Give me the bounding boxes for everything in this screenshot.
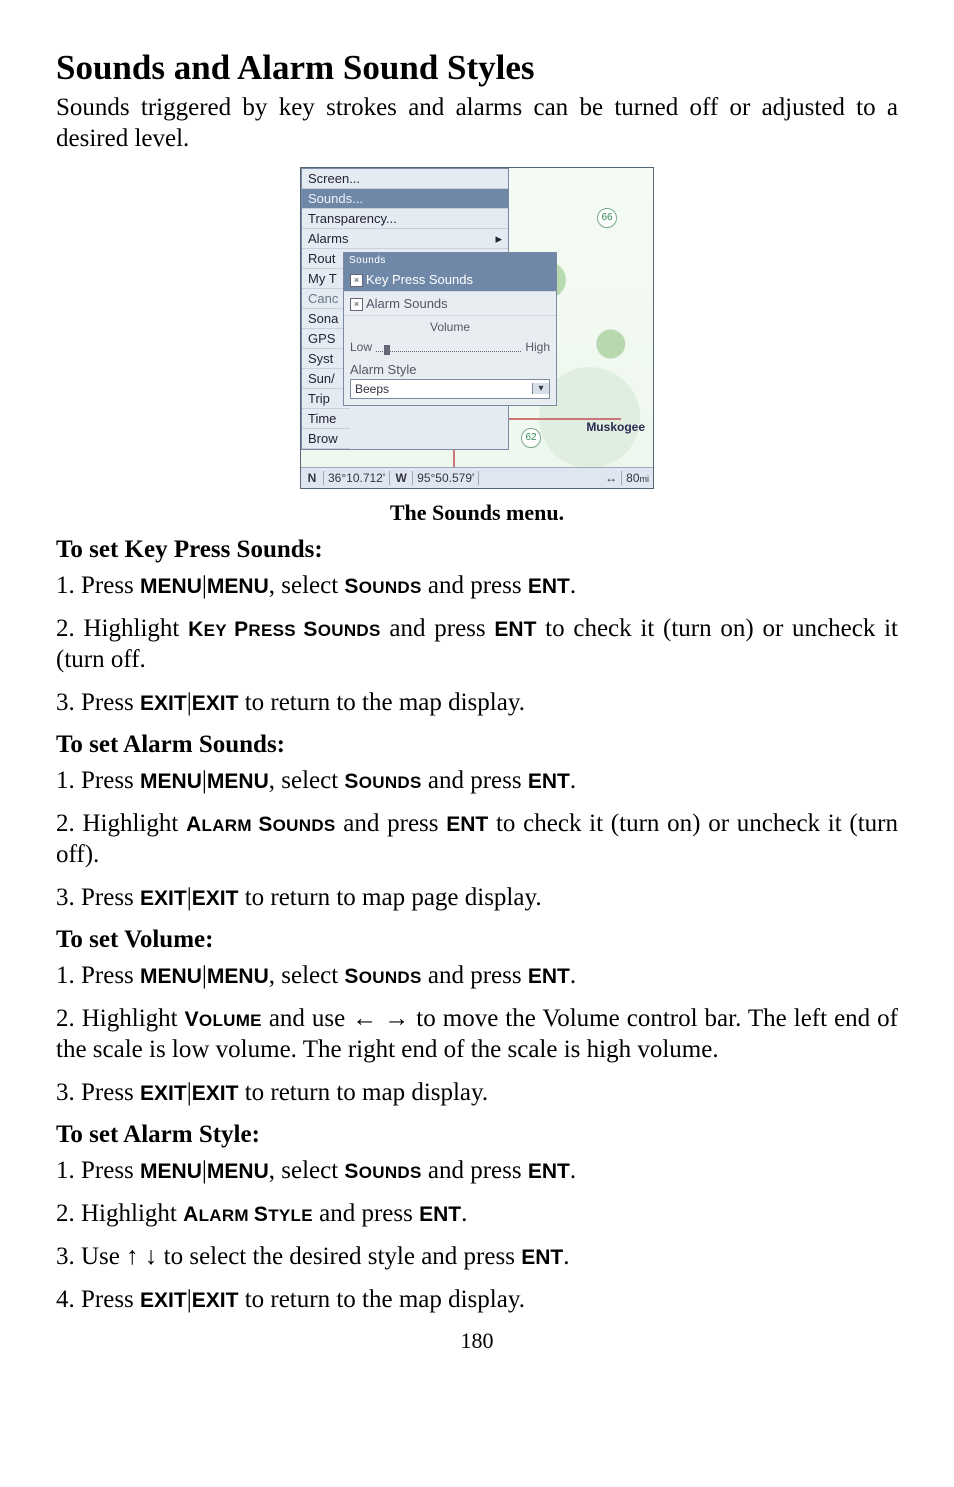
alarm-sounds-checkbox[interactable]: ×Alarm Sounds [344, 292, 556, 316]
step-3-alarmstyle: 3. Use ↑ ↓ to select the desired style a… [56, 1241, 898, 1272]
status-lon-direction: W [390, 471, 413, 485]
sounds-submenu: Sounds ×Key Press Sounds ×Alarm Sounds V… [343, 252, 557, 406]
menu-item[interactable]: Brow [302, 429, 350, 449]
status-distance: 80mi [622, 471, 653, 485]
status-heading-icon: ↔ [601, 471, 622, 485]
step-3-volume: 3. Press EXIT|EXIT to return to map disp… [56, 1077, 898, 1108]
slider-handle[interactable] [384, 345, 390, 355]
key-menu: MENU [140, 1160, 202, 1183]
key-exit: EXIT [140, 887, 187, 910]
key-menu: MENU [207, 770, 269, 793]
key-ent: ENT [528, 965, 570, 988]
page-title: Sounds and Alarm Sound Styles [56, 48, 898, 88]
key-ent: ENT [419, 1203, 461, 1226]
key-exit: EXIT [140, 1082, 187, 1105]
arrow-left-icon: ← [352, 1004, 377, 1032]
key-exit: EXIT [192, 692, 239, 715]
status-longitude: 95°50.579' [413, 471, 479, 485]
waypoint-marker: 66 [597, 208, 617, 228]
page-number: 180 [56, 1328, 898, 1354]
submenu-arrow-icon: ▸ [495, 231, 502, 247]
sounds-menu-screenshot: 66 16 62 Muskogee Screen... Sounds... Tr… [300, 167, 654, 489]
term-volume: VOLUME [185, 1011, 262, 1030]
city-label: Muskogee [586, 420, 645, 434]
alarm-style-dropdown[interactable]: Beeps ▾ [350, 379, 550, 399]
step-4-alarmstyle: 4. Press EXIT|EXIT to return to the map … [56, 1284, 898, 1315]
key-exit: EXIT [192, 1289, 239, 1312]
volume-high-label: High [525, 340, 550, 354]
key-ent: ENT [446, 813, 488, 836]
menu-item-label: Alarms [308, 231, 348, 246]
key-exit: EXIT [192, 1082, 239, 1105]
arrow-down-icon: ↓ [145, 1242, 158, 1270]
term-sounds: SOUNDS [344, 773, 421, 792]
term-alarm-sounds: ALARM SOUNDS [186, 816, 336, 835]
volume-low-label: Low [350, 340, 372, 354]
step-2-alarmsounds: 2. Highlight ALARM SOUNDS and press ENT … [56, 808, 898, 871]
key-ent: ENT [521, 1246, 563, 1269]
key-press-sounds-checkbox[interactable]: ×Key Press Sounds [344, 268, 556, 292]
term-alarm-style: ALARM STYLE [183, 1206, 313, 1225]
menu-item-sounds[interactable]: Sounds... [302, 189, 508, 209]
key-ent: ENT [528, 1160, 570, 1183]
option-label: Key Press Sounds [366, 272, 473, 287]
key-menu: MENU [140, 965, 202, 988]
dropdown-value: Beeps [351, 382, 532, 396]
alarm-style-label: Alarm Style [350, 362, 550, 377]
step-1-alarmstyle: 1. Press MENU|MENU, select SOUNDS and pr… [56, 1155, 898, 1186]
sounds-panel-title: Sounds [344, 253, 556, 268]
arrow-up-icon: ↑ [126, 1242, 139, 1270]
waypoint-marker: 62 [521, 428, 541, 448]
step-2-volume: 2. Highlight VOLUME and use ← → to move … [56, 1003, 898, 1066]
checkbox-icon: × [350, 274, 363, 287]
menu-item-alarms[interactable]: Alarms ▸ [302, 229, 508, 249]
menu-item-screen[interactable]: Screen... [302, 169, 508, 189]
step-2-alarmstyle: 2. Highlight ALARM STYLE and press ENT. [56, 1198, 898, 1229]
term-key-press-sounds: KEY PRESS SOUNDS [188, 621, 381, 640]
term-sounds: SOUNDS [344, 968, 421, 987]
step-3-alarmsounds: 3. Press EXIT|EXIT to return to map page… [56, 882, 898, 913]
subhead-key-press: To set Key Press Sounds: [56, 536, 898, 564]
volume-label: Volume [344, 320, 556, 334]
arrow-right-icon: → [384, 1004, 409, 1032]
step-2-keypress: 2. Highlight KEY PRESS SOUNDS and press … [56, 613, 898, 676]
key-menu: MENU [207, 1160, 269, 1183]
key-ent: ENT [528, 770, 570, 793]
option-label: Alarm Sounds [366, 296, 448, 311]
figure-caption: The Sounds menu. [56, 500, 898, 526]
key-exit: EXIT [192, 887, 239, 910]
key-exit: EXIT [140, 692, 187, 715]
menu-item-transparency[interactable]: Transparency... [302, 209, 508, 229]
status-latitude: 36°10.712' [324, 471, 390, 485]
key-ent: ENT [528, 575, 570, 598]
subhead-alarm-sounds: To set Alarm Sounds: [56, 731, 898, 759]
subhead-alarm-style: To set Alarm Style: [56, 1121, 898, 1149]
status-direction: N [301, 471, 324, 485]
key-exit: EXIT [140, 1289, 187, 1312]
subhead-volume: To set Volume: [56, 926, 898, 954]
key-menu: MENU [207, 965, 269, 988]
slider-track [376, 351, 521, 352]
key-menu: MENU [207, 575, 269, 598]
step-1-keypress: 1. Press MENU|MENU, select SOUNDS and pr… [56, 570, 898, 601]
intro-paragraph: Sounds triggered by key strokes and alar… [56, 92, 898, 155]
key-menu: MENU [140, 770, 202, 793]
key-ent: ENT [494, 618, 536, 641]
chevron-down-icon: ▾ [532, 383, 549, 394]
status-bar: N 36°10.712' W 95°50.579' ↔ 80mi [301, 467, 653, 488]
key-menu: MENU [140, 575, 202, 598]
step-1-volume: 1. Press MENU|MENU, select SOUNDS and pr… [56, 960, 898, 991]
checkbox-icon: × [350, 298, 363, 311]
step-1-alarmsounds: 1. Press MENU|MENU, select SOUNDS and pr… [56, 765, 898, 796]
menu-item[interactable]: Time [302, 409, 350, 429]
volume-slider[interactable] [376, 340, 521, 354]
term-sounds: SOUNDS [344, 578, 421, 597]
term-sounds: SOUNDS [344, 1163, 421, 1182]
step-3-keypress: 3. Press EXIT|EXIT to return to the map … [56, 687, 898, 718]
